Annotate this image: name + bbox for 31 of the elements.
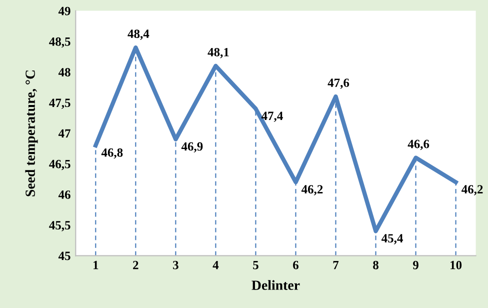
- y-tick-label: 48,5: [49, 37, 70, 48]
- data-label: 48,4: [128, 30, 150, 40]
- x-tick-label: 4: [212, 260, 219, 270]
- x-tick-label: 3: [173, 260, 178, 270]
- data-label: 46,2: [462, 185, 483, 196]
- data-label: 46,2: [301, 185, 323, 196]
- data-label: 48,1: [208, 48, 229, 58]
- x-tick-label: 1: [94, 260, 98, 270]
- y-tick-label: 48: [58, 68, 70, 76]
- data-label: 45,4: [381, 234, 403, 244]
- x-tick-label: 2: [133, 260, 138, 270]
- x-tick-label: 8: [373, 260, 378, 270]
- x-axis-title: Delinter: [252, 280, 300, 290]
- data-label: 46,9: [181, 142, 203, 152]
- x-tick-label: 5: [253, 260, 258, 270]
- x-tick-label: 9: [412, 260, 418, 270]
- x-tick-label: 10: [450, 260, 462, 270]
- y-tick-label: 47,5: [49, 98, 70, 109]
- y-tick-label: 46: [58, 190, 70, 199]
- data-label: 46,8: [101, 148, 123, 159]
- data-label: 46,6: [408, 140, 430, 150]
- y-tick-label: 47: [58, 129, 70, 138]
- x-tick-label: 6: [293, 260, 298, 270]
- y-tick-label: 45,5: [49, 221, 70, 232]
- x-tick-label: 7: [333, 260, 339, 270]
- y-tick-label: 49: [58, 6, 70, 16]
- data-label: 47,6: [328, 78, 350, 89]
- y-axis-title: Seed temperature, °C: [25, 70, 38, 196]
- y-tick-label: 45: [58, 252, 70, 260]
- data-label: 47,4: [261, 112, 283, 122]
- y-tick-label: 46,5: [49, 160, 70, 170]
